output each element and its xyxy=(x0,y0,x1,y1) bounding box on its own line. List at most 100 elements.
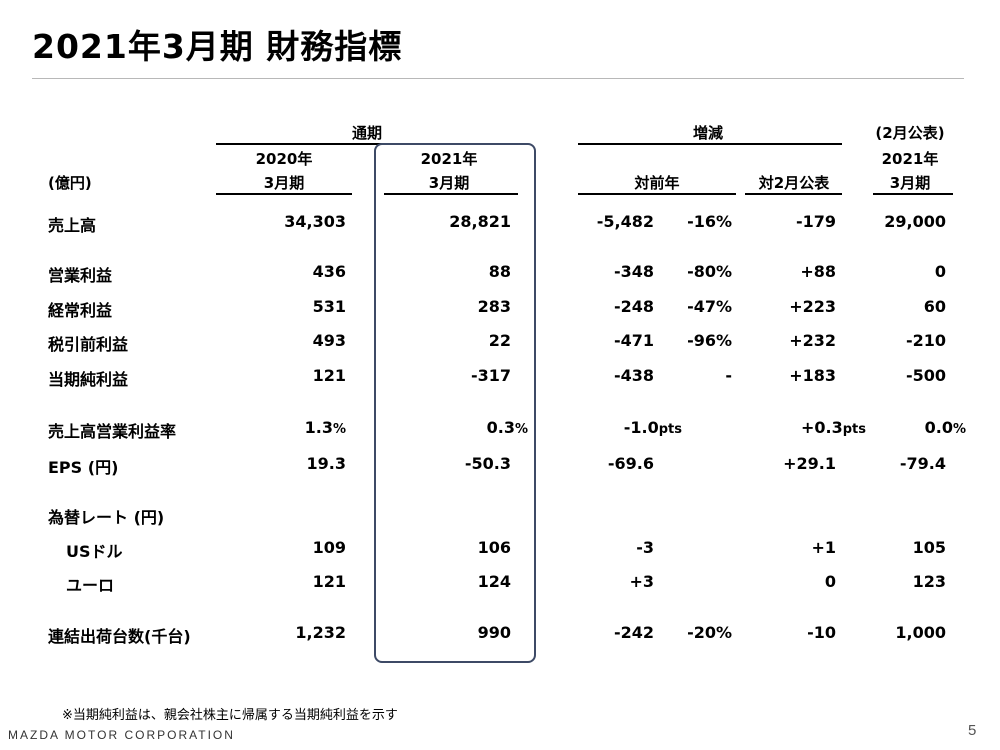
cell-yoy-pct: -16% xyxy=(687,212,732,231)
cell-fy2020: 109 xyxy=(312,538,346,557)
cell-fy2020: 19.3 xyxy=(306,454,346,473)
cell-fy2021: -317 xyxy=(470,366,511,385)
header-feb-year: 2021年 xyxy=(881,150,939,168)
header-vs-feb-rule xyxy=(745,193,842,195)
cell-feb: 29,000 xyxy=(884,212,946,231)
row-label: 営業利益 xyxy=(48,266,113,285)
header-unit: (億円) xyxy=(48,174,92,192)
header-vs-feb: 対2月公表 xyxy=(758,174,830,192)
cell-fy2021: 0.3 xyxy=(486,418,515,437)
cell-feb: 105 xyxy=(912,538,946,557)
cell-yoy-ratio: -1.0pts xyxy=(624,418,682,437)
cell-feb: -79.4 xyxy=(899,454,946,473)
percent-unit: % xyxy=(952,422,966,437)
pts-unit: pts xyxy=(842,422,866,437)
cell-vs-feb: +223 xyxy=(789,297,836,316)
row-label: EPS (円) xyxy=(48,458,119,477)
cell-vs-feb: +183 xyxy=(789,366,836,385)
cell-vs-feb: 0 xyxy=(824,572,836,591)
header-2021-year: 2021年 xyxy=(420,150,478,168)
header-yoy: 対前年 xyxy=(634,174,680,192)
cell-fy2021: 283 xyxy=(477,297,511,316)
cell-fy2020: 436 xyxy=(312,262,346,281)
footnote: ※当期純利益は、親会社株主に帰属する当期純利益を示す xyxy=(62,708,398,723)
page-number: 5 xyxy=(968,722,977,739)
cell-yoy: +3 xyxy=(629,572,654,591)
cell-fy2020-ratio: 1.3% xyxy=(305,418,346,437)
percent-unit: % xyxy=(514,422,528,437)
cell-fy2020: 531 xyxy=(312,297,346,316)
row-label: 連結出荷台数(千台) xyxy=(48,627,191,646)
cell-yoy-pct: - xyxy=(725,366,732,385)
header-2021-month: 3月期 xyxy=(428,174,470,192)
cell-feb: 1,000 xyxy=(895,623,946,642)
header-feb-rule xyxy=(873,193,953,195)
header-2020-rule xyxy=(216,193,352,195)
cell-yoy: -242 xyxy=(613,623,654,642)
row-label: 為替レート (円) xyxy=(48,508,165,527)
header-feb-month: 3月期 xyxy=(889,174,931,192)
header-zougen: 増減 xyxy=(692,124,724,142)
company-logo: MAZDA MOTOR CORPORATION xyxy=(8,728,235,742)
title-divider xyxy=(32,78,964,79)
cell-fy2021: 124 xyxy=(477,572,511,591)
cell-fy2021: 990 xyxy=(477,623,511,642)
header-feb-announce: (2月公表) xyxy=(875,124,945,142)
cell-fy2021: 88 xyxy=(488,262,511,281)
cell-yoy-pct: -80% xyxy=(687,262,732,281)
row-label: 経常利益 xyxy=(48,301,113,320)
cell-yoy: -438 xyxy=(613,366,654,385)
row-label: 税引前利益 xyxy=(48,335,129,354)
cell-vs-feb: +29.1 xyxy=(783,454,836,473)
page-title: 2021年3月期 財務指標 xyxy=(32,27,403,66)
cell-vs-feb: +0.3 xyxy=(800,418,843,437)
cell-yoy-pct: -47% xyxy=(687,297,732,316)
row-label: USドル xyxy=(66,542,123,561)
cell-yoy: -69.6 xyxy=(607,454,654,473)
cell-yoy: -3 xyxy=(636,538,654,557)
cell-yoy: -348 xyxy=(613,262,654,281)
cell-vs-feb: +88 xyxy=(800,262,836,281)
header-2021-rule xyxy=(384,193,518,195)
cell-feb-ratio: 0.0% xyxy=(925,418,966,437)
cell-yoy: -1.0 xyxy=(623,418,659,437)
header-tsuki: 通期 xyxy=(351,124,383,142)
cell-yoy: -248 xyxy=(613,297,654,316)
fy2021-highlight-box xyxy=(374,143,536,663)
cell-vs-feb: -179 xyxy=(795,212,836,231)
row-label: 売上高 xyxy=(48,216,97,235)
header-tsuki-rule xyxy=(216,143,518,145)
cell-fy2020: 493 xyxy=(312,331,346,350)
cell-fy2021: 106 xyxy=(477,538,511,557)
cell-vs-feb: +1 xyxy=(811,538,836,557)
header-zougen-rule xyxy=(578,143,842,145)
row-label: 当期純利益 xyxy=(48,370,129,389)
cell-vs-feb-ratio: +0.3pts xyxy=(801,418,866,437)
header-yoy-rule xyxy=(578,193,736,195)
cell-yoy-pct: -96% xyxy=(687,331,732,350)
row-label: 売上高営業利益率 xyxy=(48,422,177,441)
cell-feb: 0.0 xyxy=(924,418,953,437)
cell-feb: 60 xyxy=(923,297,946,316)
cell-vs-feb: +232 xyxy=(789,331,836,350)
cell-vs-feb: -10 xyxy=(807,623,836,642)
cell-feb: -210 xyxy=(905,331,946,350)
cell-fy2021: 22 xyxy=(488,331,511,350)
cell-yoy-pct: -20% xyxy=(687,623,732,642)
cell-fy2020: 1,232 xyxy=(295,623,346,642)
cell-fy2020: 34,303 xyxy=(284,212,346,231)
cell-fy2020: 121 xyxy=(312,366,346,385)
cell-fy2021-ratio: 0.3% xyxy=(487,418,528,437)
cell-feb: 0 xyxy=(934,262,946,281)
cell-fy2021: -50.3 xyxy=(464,454,511,473)
cell-fy2021: 28,821 xyxy=(449,212,511,231)
row-label: ユーロ xyxy=(66,576,115,595)
header-2020-month: 3月期 xyxy=(263,174,305,192)
pts-unit: pts xyxy=(658,422,682,437)
cell-fy2020: 121 xyxy=(312,572,346,591)
cell-yoy: -471 xyxy=(613,331,654,350)
cell-yoy: -5,482 xyxy=(596,212,654,231)
header-2020-year: 2020年 xyxy=(255,150,313,168)
cell-feb: 123 xyxy=(912,572,946,591)
percent-unit: % xyxy=(332,422,346,437)
